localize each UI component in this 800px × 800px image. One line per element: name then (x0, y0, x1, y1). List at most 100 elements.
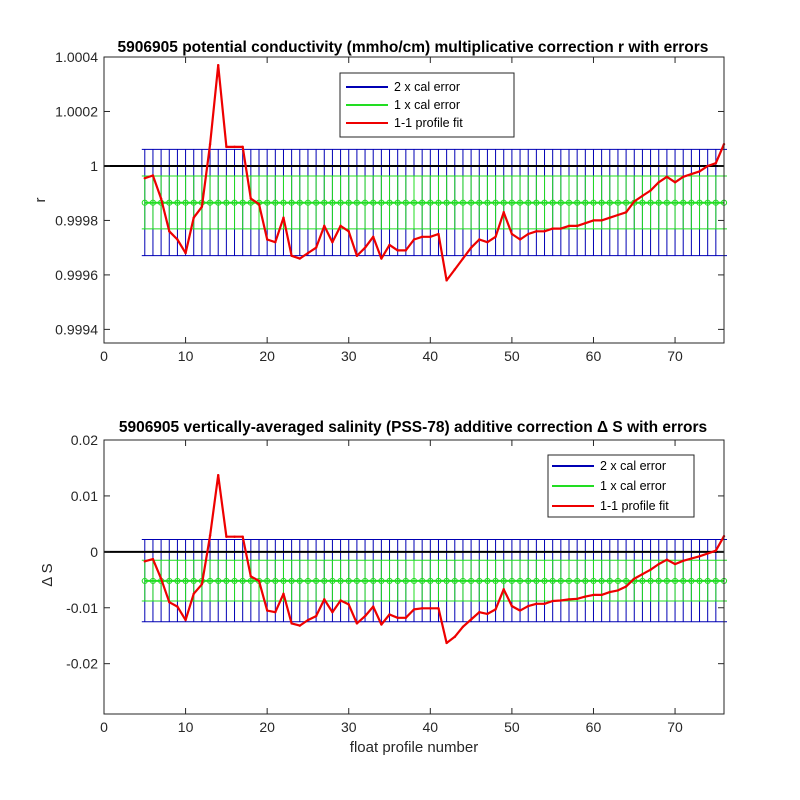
panel2-one-cal-center-marker (590, 577, 597, 585)
panel1-fit-line (144, 64, 726, 282)
panel2-fit-point (502, 588, 505, 591)
panel1-fit-point (706, 164, 709, 168)
panel1-one-cal-center-marker (304, 199, 312, 206)
panel2-one-cal-center-marker (304, 577, 312, 585)
panel1-y-axis: 0.9994 0.9996 0.9998 1 1.0002 1.0004 (55, 49, 724, 337)
panel2-one-cal-center-marker (484, 577, 491, 585)
conductivity-correction-panel: 5906905 potential conductivity (mmho/cm)… (32, 39, 728, 364)
panel1-fit-point (184, 251, 187, 255)
panel1-one-cal-center-marker (508, 199, 515, 206)
panel1-one-cal-center-marker (264, 199, 271, 206)
panel1-x-tick-label: 70 (667, 348, 683, 364)
panel2-one-cal-center-marker (264, 577, 271, 585)
panel1-one-cal-center-marker (410, 199, 418, 206)
panel2-fit-point (265, 609, 269, 612)
panel2-fit-point (649, 568, 652, 571)
panel1-fit-point (461, 257, 465, 260)
panel1-fit-point (510, 232, 514, 236)
panel1-one-cal-center-marker (476, 199, 483, 206)
panel2-x-tick-label: 10 (178, 719, 194, 735)
panel2-one-cal-center-marker (370, 577, 377, 585)
panel2-x-tick-label: 0 (100, 719, 108, 735)
panel1-fit-point (584, 221, 587, 225)
panel1-fit-point (396, 249, 399, 252)
panel1-one-cal-center-marker (215, 199, 222, 206)
panel2-y-axis: -0.02 -0.01 0 0.01 0.02 (66, 432, 724, 672)
panel1-fit-point (624, 211, 628, 214)
panel1-one-cal-center-marker (361, 199, 369, 206)
panel2-fit-point (592, 593, 595, 597)
panel2-fit-point (616, 589, 620, 592)
panel2-one-cal-center-marker (614, 577, 622, 585)
panel1-fit-point (225, 145, 228, 149)
panel2-one-cal-center-marker (704, 577, 711, 585)
panel2-fit-point (298, 624, 301, 627)
panel1-fit-point (323, 224, 326, 228)
panel2-one-cal-center-marker (680, 577, 687, 585)
panel1-fit-point (217, 63, 220, 67)
panel2-fit-point (412, 608, 416, 611)
panel2-one-cal-center-marker (671, 577, 679, 585)
panel2-one-cal-center-marker (296, 577, 303, 585)
panel2-one-cal-center-marker (533, 577, 540, 585)
panel2-fit-point (608, 590, 611, 594)
panel1-one-cal-center-marker (484, 199, 491, 206)
panel1-fit-point (608, 216, 611, 219)
panel1-fit-point (649, 189, 652, 192)
panel1-one-cal-center-marker (386, 199, 393, 206)
panel1-one-cal-center-marker (647, 199, 654, 206)
panel1-one-cal-center-marker (663, 199, 670, 206)
panel2-one-cal-center-marker (353, 577, 360, 585)
panel1-fit-point (168, 230, 171, 233)
panel1-one-cal-center-marker (492, 199, 499, 206)
panel2-one-cal-center-marker (492, 577, 499, 585)
panel1-fit-point (282, 216, 285, 219)
panel1-one-cal-center-marker (606, 199, 613, 206)
panel1-y-tick-label: 0.9994 (55, 321, 98, 337)
panel2-one-cal-center-marker (321, 577, 328, 585)
panel1-y-tick-label: 1.0004 (55, 49, 98, 65)
panel2-one-cal-center-marker (606, 577, 613, 585)
panel2-fit-point (673, 562, 677, 566)
panel2-one-cal-center-marker (231, 577, 238, 585)
panel1-one-cal-center-marker (688, 199, 695, 206)
panel1-legend-fit-label: 1-1 profile fit (394, 116, 463, 130)
panel1-one-cal-center-marker (516, 199, 524, 206)
panel1-fit-point (714, 162, 718, 165)
panel1-fit-point (445, 279, 448, 282)
panel2-one-cal-center-marker (410, 577, 418, 585)
panel2-fit-point (184, 618, 187, 622)
panel2-one-cal-center-marker (345, 577, 352, 585)
panel1-fit-point (453, 268, 456, 271)
panel2-y-label: Δ S (39, 563, 56, 586)
panel2-fit-point (698, 555, 701, 558)
panel1-one-cal-center-marker (655, 199, 662, 206)
panel1-fit-point (567, 224, 571, 228)
panel2-fit-point (575, 597, 579, 601)
panel1-one-cal-center-marker (247, 199, 254, 206)
panel1-one-cal-center-marker (166, 199, 173, 206)
panel2-fit-series (143, 474, 726, 645)
panel2-fit-point (461, 625, 465, 628)
panel2-fit-point (233, 535, 236, 538)
panel2-x-tick-label: 70 (667, 719, 683, 735)
panel1-one-cal-center-marker (272, 199, 279, 206)
panel2-one-cal-center-marker (337, 577, 344, 585)
panel1-one-cal-center-marker (435, 199, 442, 206)
panel2-fit-point (282, 592, 285, 595)
panel1-fit-point (486, 241, 489, 244)
panel1-one-cal-center-marker (288, 199, 295, 206)
panel2-fit-point (657, 562, 660, 566)
panel2-one-cal-center-marker (647, 577, 654, 585)
panel1-fit-point (641, 194, 644, 198)
panel1-one-cal-center-marker (565, 199, 573, 206)
panel2-one-cal-center-marker (166, 577, 173, 585)
panel1-x-tick-label: 40 (423, 348, 439, 364)
panel2-one-cal-center-marker (435, 577, 442, 585)
panel1-one-cal-center-marker (623, 199, 630, 206)
panel2-one-cal-center-marker (508, 577, 515, 585)
panel1-fit-point (682, 175, 685, 179)
panel1-one-cal-center-marker (141, 199, 148, 206)
panel2-fit-point (665, 558, 669, 561)
panel1-fit-point (469, 246, 473, 249)
